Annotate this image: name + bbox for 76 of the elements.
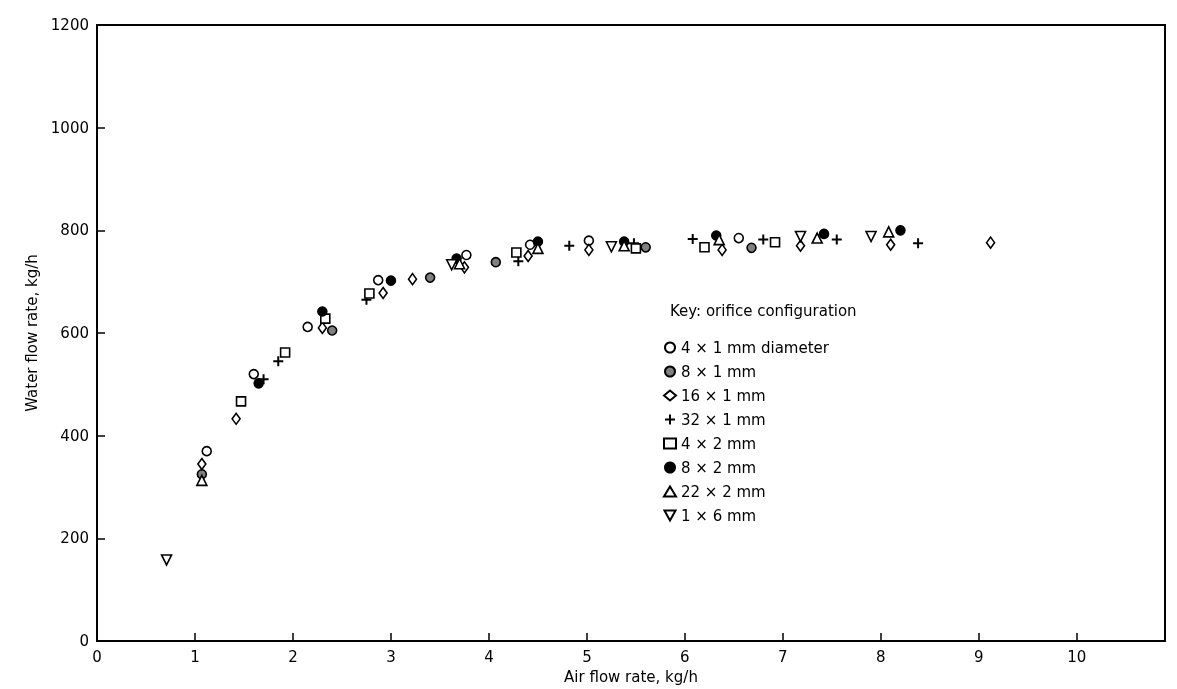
point <box>231 412 241 426</box>
x-tick-label: 1 <box>190 647 200 666</box>
legend-label: 22 × 2 mm <box>681 482 766 501</box>
y-tick-label: 1000 <box>50 118 89 137</box>
x-tick-label: 3 <box>386 647 396 666</box>
point <box>885 238 896 252</box>
point <box>326 325 338 336</box>
y-tick-label: 400 <box>60 426 89 445</box>
legend-label: 1 × 6 mm <box>681 506 757 525</box>
point <box>811 232 823 244</box>
point <box>985 236 996 249</box>
legend-label: 16 × 1 mm <box>681 386 766 405</box>
x-tick-label: 8 <box>876 647 886 666</box>
x-tick-label: 10 <box>1067 647 1087 666</box>
point <box>317 306 328 317</box>
x-tick-label: 6 <box>680 647 690 666</box>
y-tick-label: 200 <box>60 529 89 548</box>
point <box>564 240 575 251</box>
point <box>385 275 397 286</box>
point <box>687 234 698 245</box>
x-tick-label: 5 <box>582 647 592 666</box>
point <box>605 241 618 253</box>
point <box>733 232 745 244</box>
point <box>378 286 388 300</box>
point <box>699 242 710 253</box>
point <box>746 242 757 254</box>
point <box>717 243 727 257</box>
point <box>248 368 260 380</box>
point <box>523 249 533 263</box>
point <box>197 457 207 471</box>
legend-label: 32 × 1 mm <box>681 410 766 429</box>
y-axis-title: Water flow rate, kg/h <box>22 254 41 412</box>
point <box>424 272 436 283</box>
point <box>279 347 291 358</box>
point <box>201 445 213 457</box>
y-tick-label: 600 <box>60 324 89 343</box>
point <box>490 256 502 268</box>
y-tick-label: 800 <box>60 221 89 240</box>
legend-label: 8 × 1 mm <box>681 362 757 381</box>
point <box>372 274 384 286</box>
legend-label: 8 × 2 mm <box>681 458 757 477</box>
point <box>640 242 651 253</box>
point <box>511 247 522 258</box>
legend-label: 4 × 2 mm <box>681 434 757 453</box>
point <box>795 239 806 253</box>
x-tick-label: 0 <box>92 647 102 666</box>
point <box>302 321 313 333</box>
point <box>630 243 642 254</box>
point <box>794 230 807 243</box>
point <box>895 225 906 236</box>
legend-label: 4 × 1 mm diameter <box>681 338 830 357</box>
point <box>584 243 594 257</box>
y-tick-label: 1200 <box>50 16 89 34</box>
point <box>831 234 842 245</box>
point <box>461 249 472 261</box>
point <box>913 238 924 249</box>
point <box>160 554 173 566</box>
point <box>818 228 830 240</box>
x-tick-label: 7 <box>778 647 788 666</box>
point <box>407 272 418 286</box>
point <box>865 230 877 243</box>
point <box>769 236 781 248</box>
point <box>583 235 595 246</box>
point <box>273 356 284 367</box>
point <box>196 474 208 487</box>
x-tick-label: 4 <box>484 647 494 666</box>
y-tick-label: 0 <box>79 632 89 651</box>
point <box>882 226 895 238</box>
point <box>235 396 247 407</box>
point <box>253 378 264 389</box>
point <box>758 234 769 245</box>
legend-title: Key: orifice configuration <box>670 301 857 320</box>
x-tick-label: 2 <box>288 647 298 666</box>
x-tick-label: 9 <box>974 647 984 666</box>
point <box>364 288 375 299</box>
x-axis-title: Air flow rate, kg/h <box>564 667 698 686</box>
